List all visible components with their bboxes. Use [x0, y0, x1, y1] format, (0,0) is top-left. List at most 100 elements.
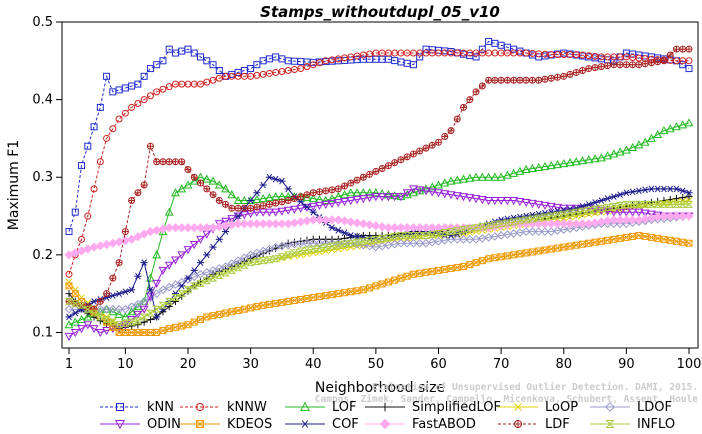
point-lof-47 [352, 188, 362, 197]
point-kdeos-67 [478, 257, 486, 265]
point-ldf-53 [391, 159, 399, 167]
point-lof-61 [440, 178, 450, 187]
point-inflo-95 [653, 200, 662, 208]
point-ldof-25 [214, 264, 224, 273]
point-lof-18 [171, 188, 180, 197]
x-tick-label-1: 10 [117, 357, 134, 372]
point-fastabod-6 [95, 241, 105, 251]
point-ldf-66 [472, 88, 480, 96]
point-lof-67 [477, 172, 487, 181]
point-cof-7 [102, 294, 111, 301]
point-odin-1 [64, 332, 74, 342]
point-inflo-20 [183, 286, 193, 294]
point-lof-23 [202, 174, 212, 183]
point-ldf-13 [140, 181, 148, 189]
point-odin-72 [509, 197, 519, 206]
x-tick-label-3: 30 [242, 357, 259, 372]
point-inflo-41 [315, 244, 324, 252]
point-ldf-12 [134, 189, 142, 197]
legend-label-7: KDEOS [227, 417, 272, 432]
x-axis: 1 10 20 30 40 50 60 70 80 90 100 [65, 348, 701, 372]
point-fastabod-60 [433, 223, 444, 233]
point-cof-95 [654, 185, 662, 193]
point-ldf-82 [572, 68, 580, 76]
point-inflo-62 [446, 228, 456, 236]
point-kdeos-65 [466, 261, 474, 269]
point-fastabod-88 [609, 215, 619, 225]
legend-marker-2 [299, 401, 311, 411]
legend-label-5: LDOF [637, 400, 672, 415]
point-lof-24 [208, 176, 218, 185]
point-inflo-45 [340, 240, 349, 248]
point-knn-57 [416, 53, 424, 61]
point-lof-87 [603, 151, 613, 160]
point-inflo-49 [365, 236, 374, 244]
point-odin-71 [502, 197, 512, 206]
point-odin-50 [371, 193, 381, 202]
point-cof-99 [679, 187, 687, 195]
legend-label-10: LDF [545, 417, 570, 432]
legend-marker-10 [514, 420, 522, 428]
point-knn-17 [165, 45, 173, 53]
point-odin-45 [340, 197, 349, 207]
point-ldof-63 [452, 235, 462, 244]
point-odin-34 [271, 208, 281, 217]
point-ldf-47 [353, 176, 361, 184]
point-odin-15 [152, 279, 162, 288]
point-lof-68 [484, 172, 494, 181]
point-ldf-48 [359, 173, 367, 181]
point-lof-58 [421, 184, 431, 193]
point-ldf-11 [128, 197, 136, 205]
point-ldf-46 [347, 179, 355, 187]
point-cof-91 [629, 188, 637, 196]
point-lof-82 [571, 157, 581, 166]
point-kdeos-59 [428, 267, 436, 275]
point-lof-53 [390, 191, 400, 200]
point-ldof-17 [164, 282, 174, 292]
point-knn-7 [103, 72, 111, 80]
point-cof-24 [209, 243, 217, 251]
x-tick-label-8: 80 [555, 357, 572, 372]
point-odin-93 [640, 209, 650, 218]
point-knn-16 [159, 57, 167, 65]
point-inflo-82 [572, 208, 581, 216]
point-inflo-70 [496, 220, 506, 228]
point-fastabod-29 [239, 219, 249, 229]
point-simplifiedlof-1 [65, 290, 73, 298]
point-odin-58 [421, 187, 431, 196]
point-inflo-65 [465, 225, 475, 233]
point-knn-15 [153, 61, 161, 69]
point-inflo-68 [484, 222, 493, 230]
point-inflo-9 [114, 321, 124, 329]
point-lof-1 [64, 320, 74, 329]
point-inflo-88 [609, 202, 619, 210]
point-inflo-75 [528, 215, 537, 223]
point-lof-52 [383, 190, 393, 199]
point-ldf-88 [610, 61, 618, 69]
point-lof-56 [409, 188, 418, 197]
point-kdeos-95 [654, 234, 662, 242]
point-cof-82 [572, 204, 580, 212]
point-odin-76 [534, 200, 544, 210]
legend-marker-0 [116, 403, 124, 411]
point-fastabod-81 [565, 219, 575, 229]
y-tick-label-1: 0.2 [32, 248, 53, 263]
point-fastabod-41 [314, 215, 325, 225]
point-cof-30 [247, 197, 255, 204]
point-kdeos-15 [153, 328, 161, 336]
point-inflo-35 [277, 253, 287, 261]
point-fastabod-80 [559, 219, 569, 229]
point-cof-15 [153, 313, 161, 321]
point-lof-60 [434, 180, 443, 189]
point-odin-12 [133, 310, 143, 320]
point-ldf-83 [579, 67, 587, 75]
point-lof-74 [521, 164, 531, 173]
point-odin-21 [189, 241, 199, 250]
point-cof-8 [109, 292, 117, 299]
point-lof-96 [659, 126, 669, 135]
point-lof-25 [214, 180, 224, 189]
point-lof-4 [83, 312, 93, 321]
point-knn-13 [140, 72, 148, 80]
point-inflo-47 [352, 238, 362, 246]
point-odin-5 [89, 325, 99, 334]
